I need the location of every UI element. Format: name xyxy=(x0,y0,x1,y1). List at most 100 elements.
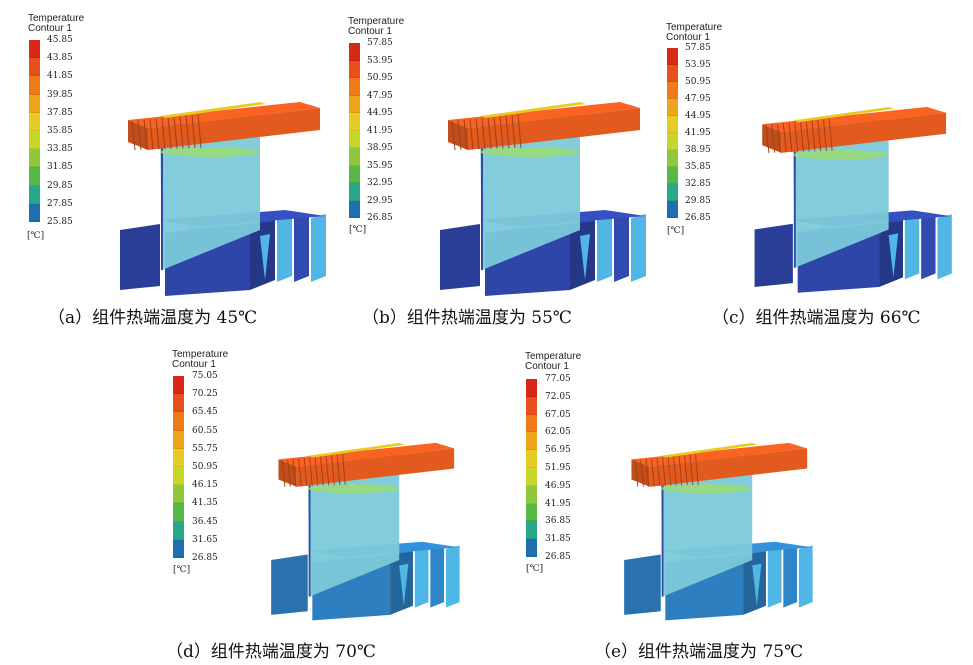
legend-tick-label: 50.95 xyxy=(367,73,393,83)
color-bar-b xyxy=(349,43,360,218)
color-swatch xyxy=(349,95,360,113)
legend-tick-label: 29.85 xyxy=(685,196,711,206)
hot-sink-fin xyxy=(800,121,804,152)
color-swatch xyxy=(29,58,40,77)
hot-sink-fin xyxy=(191,114,196,149)
color-swatch xyxy=(667,167,678,184)
hot-sink-fin xyxy=(823,119,827,152)
legend-title-a: Temperature xyxy=(28,13,85,24)
hot-sink-fin xyxy=(493,116,498,149)
color-swatch xyxy=(349,60,360,78)
hot-sink-fin xyxy=(342,454,346,485)
hot-sink-front xyxy=(148,108,320,150)
heat-sink-fin xyxy=(614,214,629,282)
legend-tick-label: 37.85 xyxy=(47,107,73,118)
hot-sink-fin xyxy=(499,116,504,149)
color-swatch xyxy=(349,165,360,183)
hot-sink-fin xyxy=(173,116,178,149)
legend-title-e: Temperature xyxy=(525,351,582,362)
heat-sink-fin xyxy=(430,545,445,608)
heat-sink-fin xyxy=(798,545,813,608)
color-swatch xyxy=(173,394,184,413)
caption-d: （d）组件热端温度为 70℃ xyxy=(166,642,376,662)
hot-sink-top xyxy=(278,442,455,467)
cold-box-left xyxy=(271,554,308,615)
color-swatch xyxy=(29,76,40,95)
contact-ring xyxy=(160,147,260,157)
hot-sink-fin xyxy=(303,458,308,487)
hot-sink-fin xyxy=(794,122,799,153)
legend-tick-label: 31.85 xyxy=(47,162,73,173)
caption-b: （b）组件热端温度为 55℃ xyxy=(362,308,572,328)
color-swatch xyxy=(29,149,40,168)
legend-subtitle-c: Contour 1 xyxy=(666,32,710,43)
hot-sink-fin xyxy=(782,123,787,153)
hot-sink-fin xyxy=(143,119,148,150)
heat-sink-fin xyxy=(445,545,460,608)
legend-e: Temperature Contour 1 xyxy=(525,352,581,372)
heat-sink-fin xyxy=(767,545,782,608)
color-swatch xyxy=(173,539,184,558)
hot-end-stripe xyxy=(792,106,895,123)
legend-title-d: Temperature xyxy=(172,349,229,360)
hot-end-stripe xyxy=(160,102,266,118)
legend-tick-label: 26.85 xyxy=(192,553,218,563)
legend-tick-label: 44.95 xyxy=(367,108,393,118)
color-swatch xyxy=(29,40,40,59)
hot-sink-fin xyxy=(463,119,468,150)
legend-tick-label: 31.65 xyxy=(192,534,218,545)
legend-tick-label: 47.95 xyxy=(367,90,393,101)
legend-tick-label: 60.55 xyxy=(192,425,218,436)
hot-sink-fin xyxy=(179,116,184,149)
color-swatch xyxy=(526,467,537,486)
thermal-model-b xyxy=(440,102,646,296)
color-swatch xyxy=(667,48,678,65)
legend-tick-label: 35.85 xyxy=(47,126,73,136)
hot-sink-fin xyxy=(689,454,694,486)
legend-subtitle-d: Contour 1 xyxy=(172,359,216,370)
legend-tick-label: 72.05 xyxy=(545,391,571,402)
legend-tick-label: 50.95 xyxy=(685,77,711,87)
color-swatch xyxy=(173,485,184,504)
hot-sink-front xyxy=(649,448,808,487)
hot-sink-fin xyxy=(487,117,492,149)
color-swatch xyxy=(526,379,537,397)
legend-unit-a: [℃] xyxy=(27,231,45,241)
legend-tick-label: 33.85 xyxy=(47,144,73,155)
color-swatch xyxy=(667,150,678,167)
cold-box-left xyxy=(440,224,480,290)
color-swatch xyxy=(667,184,678,201)
color-swatch xyxy=(667,116,678,133)
contact-ring xyxy=(660,484,753,494)
heat-sink-fin xyxy=(294,214,309,282)
legend-tick-label: 29.95 xyxy=(367,195,393,206)
legend-subtitle-a: Contour 1 xyxy=(28,23,72,34)
color-swatch xyxy=(667,201,678,218)
hot-sink-fin xyxy=(281,460,286,487)
hot-sink-fin xyxy=(331,455,335,486)
heat-sink-fin xyxy=(277,214,292,282)
legend-tick-label: 41.95 xyxy=(545,498,571,509)
hot-sink-fin xyxy=(805,121,810,152)
legend-tick-label: 26.85 xyxy=(367,213,393,223)
hot-end-stripe xyxy=(660,442,758,458)
thermal-model-c xyxy=(754,106,952,293)
heat-sink-fin xyxy=(783,545,798,608)
legend-tick-label: 47.95 xyxy=(685,94,711,104)
hot-sink-fin xyxy=(667,456,672,486)
legend-tick-label: 39.85 xyxy=(47,89,73,100)
legend-tick-label: 26.85 xyxy=(685,213,711,223)
contact-ring xyxy=(307,484,400,494)
hot-sink-fin xyxy=(817,119,822,152)
color-swatch xyxy=(349,78,360,96)
hot-sink-fin xyxy=(771,124,776,153)
heat-sink-fin xyxy=(414,545,429,608)
legend-tick-label: 27.85 xyxy=(47,198,73,209)
cold-box-left xyxy=(120,224,160,290)
hot-sink-fin xyxy=(161,117,166,150)
hot-sink-fin xyxy=(828,118,833,151)
legend-title-b: Temperature xyxy=(348,16,405,27)
hot-sink-fin xyxy=(517,114,522,148)
legend-tick-label: 32.85 xyxy=(685,179,711,189)
caption-a: （a）组件热端温度为 45℃ xyxy=(48,308,258,328)
